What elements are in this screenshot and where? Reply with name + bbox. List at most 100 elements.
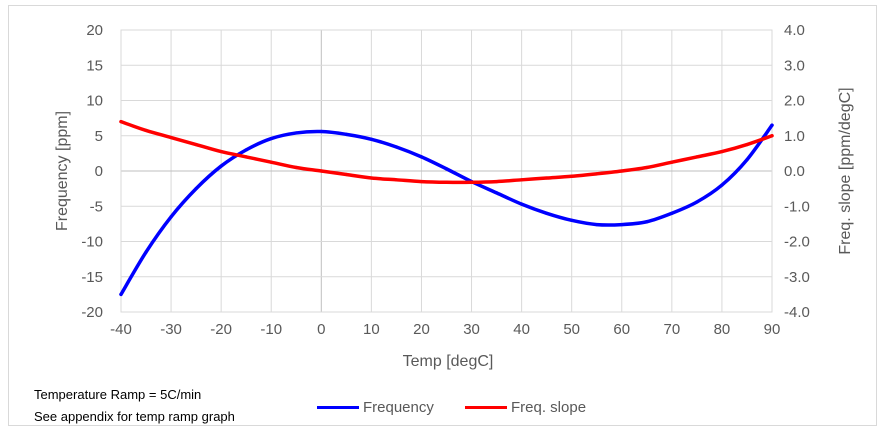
data-point-freq-slope-12 [419,179,424,184]
legend-label-frequency: Frequency [363,399,434,416]
y2-tick-label: -4.0 [784,304,810,321]
data-point-freq-slope-8 [319,169,323,173]
data-point-freq-slope-5 [244,155,248,159]
legend-label-freq-slope: Freq. slope [511,399,587,416]
grid [120,29,773,313]
data-point-freq-slope-20 [620,169,624,173]
y2-tick-label: -2.0 [784,234,810,251]
data-point-frequency-11 [394,145,399,149]
data-point-frequency-10 [369,137,373,141]
y2-tick-label: 4.0 [784,22,805,39]
data-point-frequency-3 [194,187,198,191]
data-point-frequency-6 [269,136,273,141]
y2-tick-label: 3.0 [784,57,805,74]
x-tick-label: 40 [513,321,530,338]
y-tick-label: -15 [81,269,103,286]
data-point-frequency-24 [720,183,724,187]
y-tick-label: -10 [81,234,103,251]
data-point-freq-slope-1 [144,128,148,133]
note-appendix: See appendix for temp ramp graph [34,409,235,424]
data-point-freq-slope-11 [394,178,399,182]
note-ramp-rate: Temperature Ramp = 5C/min [34,387,202,402]
y-tick-label: 20 [86,22,103,39]
data-point-freq-slope-22 [670,160,674,164]
x-tick-label: 30 [463,321,480,338]
data-point-frequency-21 [645,220,649,224]
data-point-freq-slope-2 [169,135,173,140]
data-point-frequency-12 [419,155,424,159]
y-tick-label: 0 [95,163,103,180]
data-point-frequency-20 [620,222,624,227]
series-line-freq-slope [119,119,774,185]
data-point-freq-slope-23 [695,155,699,159]
data-point-frequency-17 [545,211,549,215]
x-tick-label: -10 [260,321,282,338]
data-point-freq-slope-13 [444,180,449,184]
data-point-freq-slope-19 [595,172,599,176]
data-point-freq-slope-18 [570,174,574,178]
y-tick-label: -20 [81,304,103,321]
data-point-freq-slope-0 [119,120,123,124]
data-point-frequency-0 [119,292,123,296]
data-point-freq-slope-4 [219,150,223,154]
y-tick-label: 15 [86,57,103,74]
data-point-frequency-18 [570,218,574,222]
y2-tick-label: 0.0 [784,163,805,180]
x-tick-label: -30 [160,321,182,338]
axes [120,29,773,313]
x-tick-label: 0 [317,321,325,338]
x-tick-label: 50 [563,321,580,338]
x-tick-label: 90 [764,321,781,338]
data-point-frequency-9 [344,132,348,136]
data-point-frequency-26 [770,123,774,127]
legend-item-freq-slope: Freq. slope [465,399,586,416]
legend-swatch-frequency [317,406,359,409]
data-point-freq-slope-16 [520,178,524,182]
tick-labels: -40 -30 -20 -10 0 10 20 30 40 50 60 70 80 9020151050-… [81,22,810,338]
data-point-frequency-13 [444,167,449,171]
y2-tick-label: 2.0 [784,93,805,110]
y-tick-label: -5 [90,198,103,215]
y2-axis-title: Freq. slope [ppm/degC] [837,87,854,254]
x-tick-label: 10 [363,321,380,338]
data-point-frequency-25 [745,158,749,162]
x-tick-label: 60 [613,321,630,338]
chart-frame [8,5,877,426]
data-point-frequency-5 [244,148,248,152]
data-point-freq-slope-21 [645,165,649,170]
data-point-frequency-22 [670,211,674,215]
y2-tick-label: -3.0 [784,269,810,286]
x-tick-label: -40 [110,321,132,338]
legend-swatch-freq-slope [465,406,507,409]
data-point-frequency-1 [144,250,148,254]
data-point-frequency-8 [319,129,323,134]
x-tick-label: 80 [714,321,731,338]
data-point-frequency-2 [169,215,173,219]
data-point-freq-slope-10 [369,176,373,180]
data-point-freq-slope-3 [194,142,198,147]
data-point-freq-slope-14 [469,180,474,184]
data-point-frequency-16 [520,202,524,206]
data-point-frequency-15 [494,191,499,195]
data-point-frequency-23 [695,200,699,204]
x-axis-title: Temp [degC] [403,353,494,370]
y-tick-label: 5 [95,128,103,145]
data-point-freq-slope-25 [745,142,749,147]
y-axis-title: Frequency [ppm] [54,111,71,231]
data-point-frequency-19 [595,222,599,227]
data-point-freq-slope-26 [770,134,774,138]
data-point-freq-slope-6 [269,160,273,164]
x-tick-label: -20 [210,321,232,338]
data-point-frequency-4 [219,164,223,168]
data-point-freq-slope-9 [344,172,348,177]
data-point-freq-slope-17 [545,176,549,180]
y-tick-label: 10 [86,93,103,110]
series-layer [119,119,774,297]
x-tick-label: 20 [413,321,430,338]
x-tick-label: 70 [664,321,681,338]
data-point-frequency-7 [294,131,298,135]
plot-area [120,29,773,313]
data-point-freq-slope-15 [494,179,499,184]
y2-tick-label: -1.0 [784,198,810,215]
